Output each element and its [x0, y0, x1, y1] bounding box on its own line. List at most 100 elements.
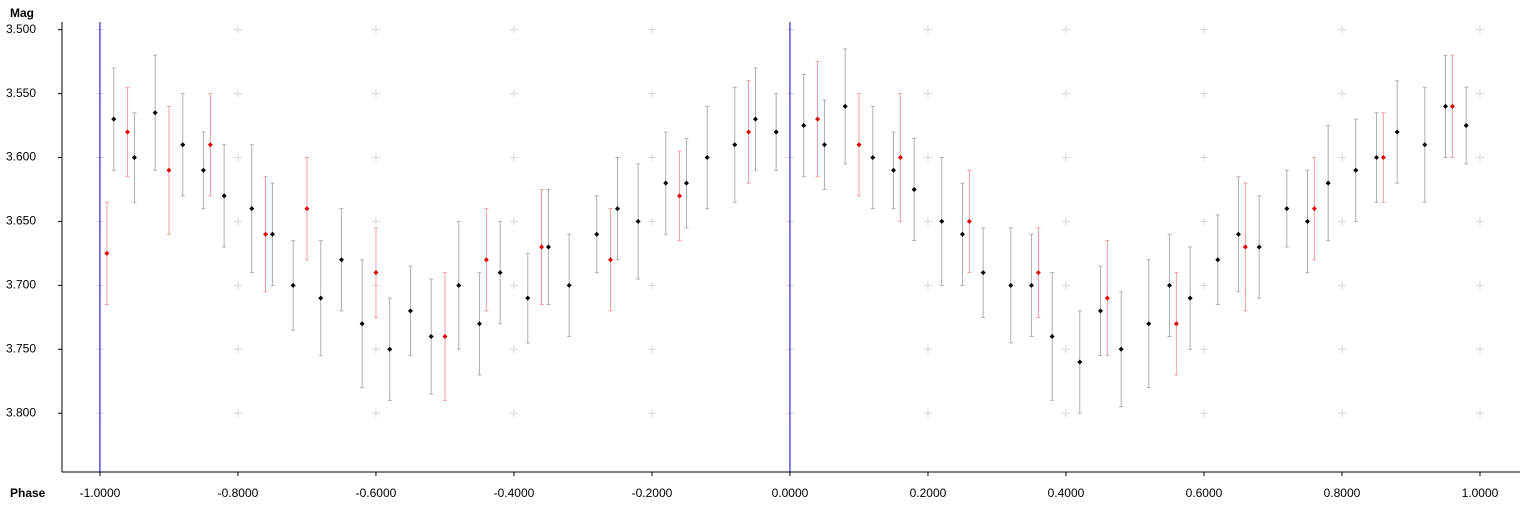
data-point — [1442, 103, 1448, 109]
grid-cross — [1337, 153, 1346, 162]
grid-cross — [923, 281, 932, 290]
data-point — [1173, 321, 1179, 327]
grid-cross — [371, 89, 380, 98]
grid-cross — [1199, 281, 1208, 290]
grid-cross — [1061, 217, 1070, 226]
y-tick-label: 3.500 — [6, 22, 36, 36]
y-tick-label: 3.550 — [6, 86, 36, 100]
data-point — [566, 282, 572, 288]
data-point — [1008, 282, 1014, 288]
y-axis-label: Mag — [10, 6, 34, 20]
data-point — [304, 206, 310, 212]
data-point — [263, 231, 269, 237]
data-point — [111, 116, 117, 122]
data-point — [373, 270, 379, 276]
grid-cross — [233, 25, 242, 34]
data-point — [387, 346, 393, 352]
grid-cross — [1475, 153, 1484, 162]
grid-cross — [1337, 281, 1346, 290]
x-axis-label: Phase — [10, 486, 46, 500]
x-tick-label: -0.2000 — [632, 486, 673, 500]
data-point — [870, 155, 876, 161]
grid-cross — [647, 25, 656, 34]
grid-cross — [371, 153, 380, 162]
x-tick-label: -0.8000 — [218, 486, 259, 500]
grid-cross — [1337, 345, 1346, 354]
data-point — [704, 155, 710, 161]
data-point — [1373, 155, 1379, 161]
grid-cross — [647, 409, 656, 418]
data-point — [635, 218, 641, 224]
grid-cross — [233, 281, 242, 290]
data-point — [290, 282, 296, 288]
grid-cross — [1061, 25, 1070, 34]
data-point — [821, 142, 827, 148]
data-point — [1463, 123, 1469, 129]
grid-cross — [1337, 89, 1346, 98]
data-point — [801, 123, 807, 129]
data-point — [1394, 129, 1400, 135]
data-point — [1284, 206, 1290, 212]
data-point — [890, 167, 896, 173]
data-point — [125, 129, 131, 135]
x-tick-label: 0.2000 — [910, 486, 947, 500]
grid-cross — [647, 281, 656, 290]
data-point — [483, 257, 489, 263]
data-point — [911, 186, 917, 192]
grid-cross — [1199, 25, 1208, 34]
data-point — [966, 218, 972, 224]
grid-cross — [233, 345, 242, 354]
grid-cross — [923, 89, 932, 98]
y-tick-label: 3.800 — [6, 405, 36, 419]
y-tick-label: 3.700 — [6, 278, 36, 292]
data-point — [1035, 270, 1041, 276]
data-point — [207, 142, 213, 148]
data-point — [746, 129, 752, 135]
data-point — [166, 167, 172, 173]
data-point — [407, 308, 413, 314]
grid-cross — [509, 217, 518, 226]
data-point — [1187, 295, 1193, 301]
data-point — [318, 295, 324, 301]
x-tick-label: -0.6000 — [356, 486, 397, 500]
data-point — [338, 257, 344, 263]
grid-cross — [923, 217, 932, 226]
data-point — [1311, 206, 1317, 212]
data-point — [939, 218, 945, 224]
grid-cross — [1475, 25, 1484, 34]
grid-cross — [1337, 217, 1346, 226]
grid-cross — [1475, 217, 1484, 226]
grid-cross — [371, 345, 380, 354]
data-point — [1028, 282, 1034, 288]
grid-cross — [923, 25, 932, 34]
data-point — [442, 333, 448, 339]
data-point — [614, 206, 620, 212]
x-tick-label: 0.8000 — [1324, 486, 1361, 500]
grid-cross — [371, 217, 380, 226]
data-point — [104, 250, 110, 256]
y-tick-label: 3.600 — [6, 150, 36, 164]
data-point — [732, 142, 738, 148]
data-point — [545, 244, 551, 250]
data-point — [1422, 142, 1428, 148]
grid-cross — [1199, 89, 1208, 98]
data-point — [677, 193, 683, 199]
data-point — [497, 270, 503, 276]
data-point — [152, 110, 158, 116]
y-tick-label: 3.750 — [6, 341, 36, 355]
grid-cross — [1475, 281, 1484, 290]
grid-cross — [1475, 345, 1484, 354]
grid-cross — [509, 89, 518, 98]
grid-cross — [1061, 409, 1070, 418]
grid-cross — [647, 345, 656, 354]
data-point — [1242, 244, 1248, 250]
data-point — [1049, 333, 1055, 339]
data-point — [476, 321, 482, 327]
data-point — [1304, 218, 1310, 224]
data-point — [1104, 295, 1110, 301]
grid-cross — [1199, 217, 1208, 226]
grid-cross — [1061, 89, 1070, 98]
data-point — [1380, 155, 1386, 161]
